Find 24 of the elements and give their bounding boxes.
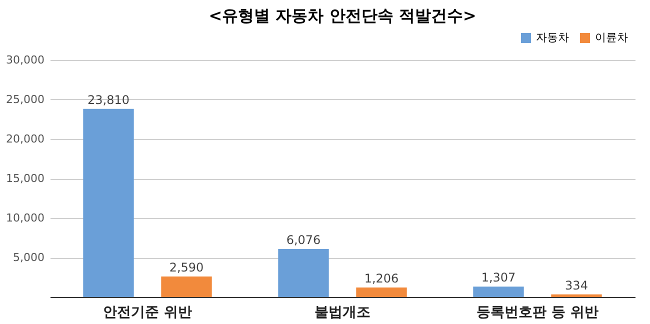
bar [473,286,524,297]
chart-title: <유형별 자동차 안전단속 적발건수> [208,6,476,25]
data-label: 23,810 [88,92,130,107]
bar [278,249,329,297]
y-tick-label: 5,000 [13,251,44,264]
data-label: 2,590 [169,260,204,275]
data-label: 6,076 [286,233,321,247]
legend-label: 자동차 [536,31,569,44]
bar [551,294,602,297]
data-label: 1,307 [481,270,516,285]
y-tick-label: 10,000 [6,212,44,224]
bar [161,276,212,297]
data-label: 334 [565,278,588,292]
bar [83,108,134,297]
y-tick-label: 25,000 [6,93,44,106]
y-tick-label: 20,000 [6,132,44,146]
x-tick-label: 등록번호판 등 위반 [476,304,598,320]
legend-label: 이륜차 [595,31,628,44]
y-tick-label: 15,000 [6,172,44,185]
data-label: 1,206 [364,271,399,286]
bar [356,287,407,297]
x-tick-label: 안전기준 위반 [103,304,192,320]
x-tick-label: 불법개조 [314,304,370,320]
y-tick-label: 30,000 [6,54,44,66]
